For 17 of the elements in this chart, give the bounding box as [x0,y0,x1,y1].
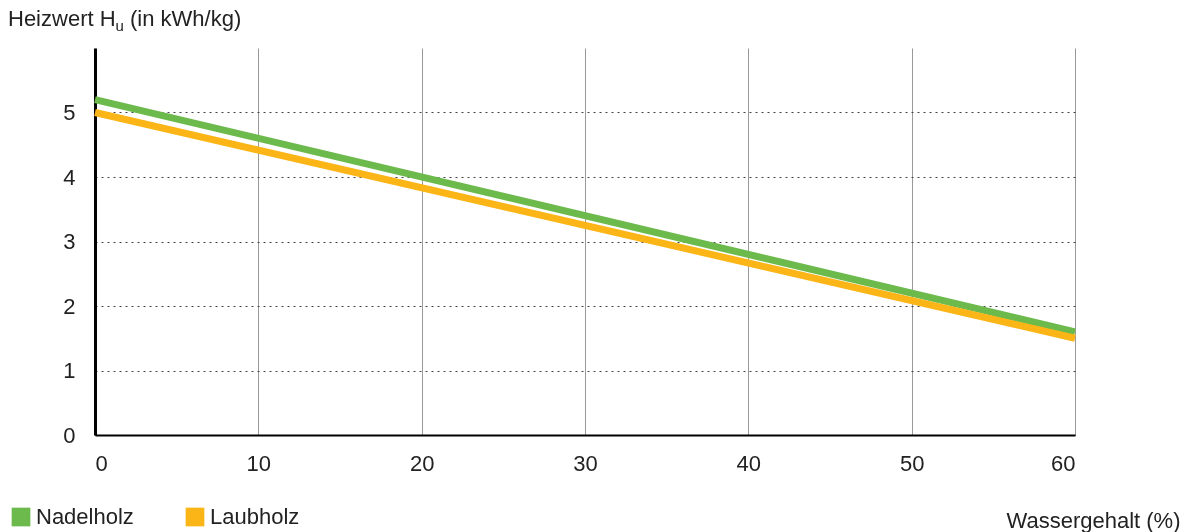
y-axis-title: Heizwert H$_{u}$ (in kWh/kg) [8,6,242,35]
y-tick-label: 5 [63,100,76,125]
y-tick-label: 0 [63,422,76,448]
x-axis-title: Wassergehalt (%) [1006,507,1181,532]
x-tick-label: 40 [736,450,762,476]
x-tick-label: 50 [899,450,925,476]
x-tick-label: 10 [246,450,272,476]
x-tick-label: 30 [573,450,598,476]
y-tick-label: 3 [63,229,76,254]
legend-label: Nadelholz [36,504,134,529]
y-tick-label: 4 [63,164,76,190]
y-tick-label: 1 [63,358,76,383]
x-tick-label: 20 [409,450,435,476]
y-tick-label: 2 [63,293,76,319]
x-tick-label: 0 [95,450,108,476]
legend-label: Laubholz [210,504,300,529]
x-tick-label: 60 [1051,450,1076,476]
